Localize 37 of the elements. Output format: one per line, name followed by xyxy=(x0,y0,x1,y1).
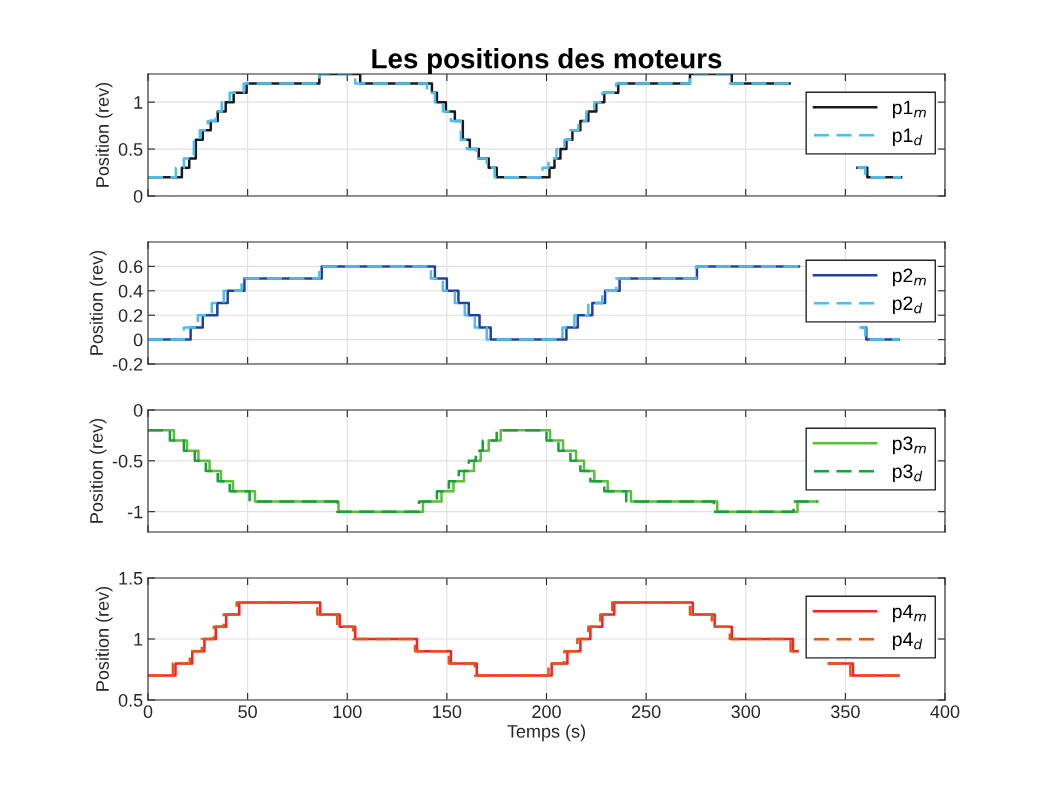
x-tick-label: 200 xyxy=(532,705,561,719)
legend-label: p2$_{m}$ xyxy=(892,268,926,287)
legend-label: p3$_{m}$ xyxy=(892,436,926,455)
y-axis-title: Position (rev) xyxy=(95,586,113,691)
y-axis-title: Position (rev) xyxy=(95,82,113,187)
x-tick-label: 0 xyxy=(143,705,153,719)
chart-title: Les positions des moteurs xyxy=(372,48,722,74)
legend-label: p1$_{d}$ xyxy=(892,128,923,147)
y-tick-label: 0.5 xyxy=(118,693,143,707)
y-axis-title: Position (rev) xyxy=(89,418,107,523)
legend-label: p4$_{m}$ xyxy=(892,604,926,623)
y-tick-label: -0.2 xyxy=(112,357,143,371)
y-tick-label: -0.5 xyxy=(112,454,143,468)
y-tick-label: 1.5 xyxy=(119,572,143,585)
y-tick-label: 0 xyxy=(133,189,143,203)
y-tick-label: -1 xyxy=(127,505,143,519)
x-tick-label: 50 xyxy=(238,705,257,719)
x-tick-label: 400 xyxy=(930,705,960,719)
x-axis-title: Temps (s) xyxy=(507,724,585,742)
y-tick-label: 0 xyxy=(133,403,143,417)
x-tick-label: 150 xyxy=(433,705,462,719)
legend-label: p3$_{d}$ xyxy=(892,464,923,483)
x-tick-label: 250 xyxy=(631,705,661,719)
y-tick-label: 0 xyxy=(133,333,143,347)
y-axis-title: Position (rev) xyxy=(89,250,107,355)
legend-label: p4$_{d}$ xyxy=(892,632,923,651)
y-tick-label: 1 xyxy=(134,633,143,646)
y-tick-label: 0.6 xyxy=(118,260,143,274)
legend-label: p2$_{d}$ xyxy=(892,296,923,315)
legend-label: p1$_{m}$ xyxy=(892,100,926,119)
x-tick-label: 300 xyxy=(731,705,761,719)
y-tick-label: 0.5 xyxy=(118,143,143,156)
y-tick-label: 0.4 xyxy=(118,284,143,298)
y-tick-label: 0.2 xyxy=(118,309,143,322)
y-tick-label: 1 xyxy=(134,96,143,109)
x-tick-label: 350 xyxy=(831,705,860,719)
x-tick-label: 100 xyxy=(333,705,362,719)
